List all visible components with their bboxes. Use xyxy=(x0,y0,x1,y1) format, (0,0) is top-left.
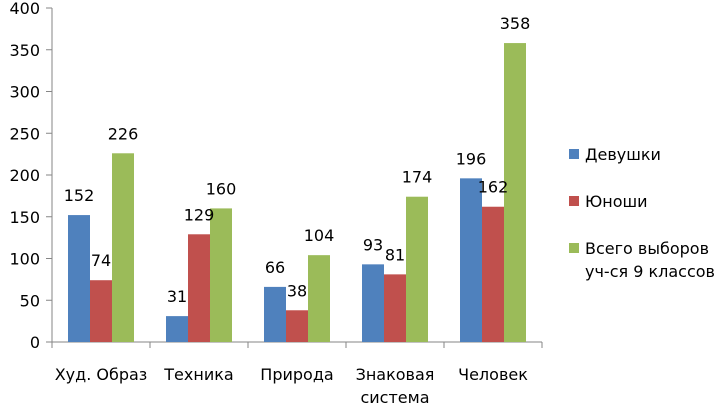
bar-data-label: 104 xyxy=(304,226,335,245)
y-tick-label: 100 xyxy=(9,250,40,269)
bar xyxy=(384,274,406,342)
bar-data-label: 152 xyxy=(64,186,95,205)
y-tick-label: 200 xyxy=(9,166,40,185)
bar xyxy=(504,43,526,342)
bar xyxy=(68,215,90,342)
legend-label: Юноши xyxy=(585,192,648,211)
bar xyxy=(188,234,210,342)
y-tick-label: 150 xyxy=(9,208,40,227)
x-category-label: Человек xyxy=(458,365,528,384)
y-tick-label: 400 xyxy=(9,0,40,18)
bar xyxy=(482,206,504,342)
legend-label: Всего выборов уч-ся 9 классов xyxy=(585,239,715,281)
legend-swatch xyxy=(569,149,579,159)
bar xyxy=(112,153,134,342)
y-tick-label: 50 xyxy=(20,291,40,310)
bar-data-label: 74 xyxy=(91,251,111,270)
bar-data-label: 93 xyxy=(363,235,383,254)
bar-data-label: 160 xyxy=(206,179,237,198)
bar xyxy=(166,316,188,342)
bar xyxy=(308,255,330,342)
bar-data-label: 226 xyxy=(108,124,139,143)
x-category-label: Природа xyxy=(260,365,333,384)
bar-data-label: 66 xyxy=(265,258,285,277)
bar-data-label: 31 xyxy=(167,287,187,306)
legend-swatch xyxy=(569,243,579,253)
bar xyxy=(264,286,286,342)
bar-data-label: 196 xyxy=(456,149,487,168)
bar xyxy=(210,208,232,342)
legend-label: Девушки xyxy=(585,145,661,164)
bar xyxy=(90,280,112,342)
bar xyxy=(362,264,384,342)
bar-data-label: 174 xyxy=(402,168,433,187)
legend-swatch xyxy=(569,196,579,206)
bar-data-label: 81 xyxy=(385,245,405,264)
bar-data-label: 358 xyxy=(500,14,531,33)
legend: Девушки Юноши Всего выборов уч-ся 9 классов xyxy=(569,145,715,281)
bar xyxy=(286,310,308,342)
y-tick-label: 350 xyxy=(9,41,40,60)
y-tick-label: 250 xyxy=(9,124,40,143)
bar-data-label: 162 xyxy=(478,178,509,197)
bars-layer xyxy=(68,43,526,342)
bar xyxy=(406,196,428,342)
y-tick-label: 300 xyxy=(9,83,40,102)
x-category-label: Худ. Образ xyxy=(55,365,148,384)
y-tick-label: 0 xyxy=(30,333,40,352)
x-category-label: Знаковая система xyxy=(356,365,435,406)
bar-data-label: 38 xyxy=(287,281,307,300)
x-category-label: Техника xyxy=(163,365,233,384)
bar-data-label: 129 xyxy=(184,205,215,224)
labels-layer: 152 31 66 93 196 74 129 38 81 162 226 160 104 174 358 xyxy=(64,14,531,306)
bar xyxy=(460,178,482,342)
axes-layer: 0 50 100 150 200 250 300 350 400 Худ. Образ Техник… xyxy=(9,0,543,406)
